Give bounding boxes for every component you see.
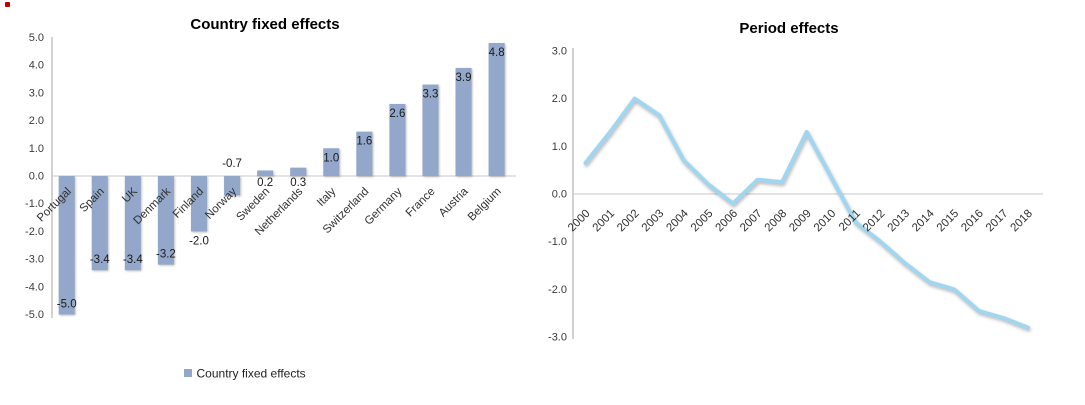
bar-denmark xyxy=(157,176,174,265)
bar-norway xyxy=(224,176,241,196)
x-axis-label-2017: 2017 xyxy=(984,208,1011,235)
y-axis-label: 1.0 xyxy=(552,141,567,153)
bar-value-label: -0.7 xyxy=(222,158,242,170)
category-label: Belgium xyxy=(466,186,504,224)
y-axis-label: -2.0 xyxy=(25,226,44,238)
y-axis-label: 2.0 xyxy=(552,93,567,105)
x-axis-label-2007: 2007 xyxy=(738,208,765,235)
x-axis-label-2006: 2006 xyxy=(714,208,741,235)
y-axis-label: -3.0 xyxy=(548,332,567,344)
chart-title: Period effects xyxy=(739,20,838,37)
x-axis-label-2002: 2002 xyxy=(615,208,642,235)
stray-red-mark xyxy=(5,2,10,7)
bar-value-label: 4.8 xyxy=(489,47,505,59)
y-axis-label: 4.0 xyxy=(29,60,44,72)
bar-france xyxy=(422,84,439,176)
bar-netherlands xyxy=(290,167,307,176)
y-axis-label: -4.0 xyxy=(25,281,44,293)
bar-value-label: 0.2 xyxy=(257,177,273,189)
line-series xyxy=(583,96,1030,330)
x-axis-label-2005: 2005 xyxy=(689,208,716,235)
bar-finland xyxy=(190,176,207,232)
chart-title: Country fixed effects xyxy=(190,16,339,33)
bars-group xyxy=(58,43,505,315)
category-label: Italy xyxy=(315,185,339,209)
y-axis-label: 3.0 xyxy=(552,45,567,57)
y-axis-label: 5.0 xyxy=(29,32,44,44)
x-axis-label-2013: 2013 xyxy=(886,208,913,235)
bar-germany xyxy=(389,103,406,176)
bar-spain xyxy=(91,176,108,271)
x-axis-label-2010: 2010 xyxy=(812,208,839,235)
bar-value-label: -5.0 xyxy=(57,299,77,311)
line-plot-area: 3.0 2.0 1.0 0.0 -1.0 -2.0 -3.0 2000200120022003… xyxy=(548,45,1043,344)
category-label: Norway xyxy=(203,185,239,221)
y-axis-label: -2.0 xyxy=(548,284,567,296)
x-axis-label-2011: 2011 xyxy=(837,208,863,234)
bar-portugal xyxy=(58,176,75,315)
x-axis-label-2008: 2008 xyxy=(763,208,790,235)
x-axis-label-2003: 2003 xyxy=(640,208,667,235)
x-axis-label-2004: 2004 xyxy=(664,207,691,234)
bar-value-label: 1.0 xyxy=(323,152,339,164)
y-axis-label: -3.0 xyxy=(25,254,44,266)
category-label: France xyxy=(404,186,438,220)
bar-value-label: 1.6 xyxy=(356,136,372,148)
bar-value-label: -3.4 xyxy=(123,254,143,266)
bar-value-label: 0.3 xyxy=(290,177,306,189)
bar-switzerland xyxy=(356,131,373,176)
x-axis-label-2000: 2000 xyxy=(566,208,593,235)
x-axis-label-2018: 2018 xyxy=(1008,208,1035,235)
bar-uk xyxy=(124,176,141,271)
y-axis-label: 3.0 xyxy=(29,87,44,99)
period-effects-chart: Period effects 3.0 2.0 1.0 0.0 -1.0 -2.0 -3.0 2… xyxy=(548,20,1043,344)
y-axis-label: -5.0 xyxy=(25,309,44,321)
x-axis-label-2015: 2015 xyxy=(935,208,962,235)
legend: Country fixed effects xyxy=(184,367,306,381)
bar-plot-area: 5.0 4.0 3.0 2.0 1.0 0.0 -1.0 -2.0 -3.0 -4.0 -5.0 -5… xyxy=(25,32,516,321)
legend-label: Country fixed effects xyxy=(197,367,306,381)
y-axis-label: 0.0 xyxy=(552,189,567,201)
y-axis-label: 1.0 xyxy=(29,143,44,155)
x-axis-label-2016: 2016 xyxy=(959,208,986,235)
legend-swatch xyxy=(184,369,192,377)
y-axis-label: -1.0 xyxy=(25,198,44,210)
x-axis-label-2012: 2012 xyxy=(861,208,888,235)
x-axis-label-2009: 2009 xyxy=(787,208,814,235)
x-axis-label-2001: 2001 xyxy=(591,208,618,235)
bar-value-label: -3.2 xyxy=(156,249,176,261)
x-axis-label-2014: 2014 xyxy=(910,207,937,234)
bar-value-label: 3.3 xyxy=(422,89,438,101)
bar-sweden xyxy=(257,170,274,176)
bar-value-label: -2.0 xyxy=(189,235,209,247)
bar-austria xyxy=(455,67,472,176)
y-axis-label: 0.0 xyxy=(29,171,44,183)
y-axis-label: -1.0 xyxy=(548,236,567,248)
y-axis-label: 2.0 xyxy=(29,115,44,127)
bar-value-label: 2.6 xyxy=(389,108,405,120)
country-fixed-effects-chart: Country fixed effects 5.0 4.0 3.0 2.0 1.0 0.0… xyxy=(25,16,516,381)
bar-italy xyxy=(323,148,340,176)
bar-value-label: -3.4 xyxy=(90,254,110,266)
bar-belgium xyxy=(488,43,505,176)
bar-value-label: 3.9 xyxy=(456,72,472,84)
